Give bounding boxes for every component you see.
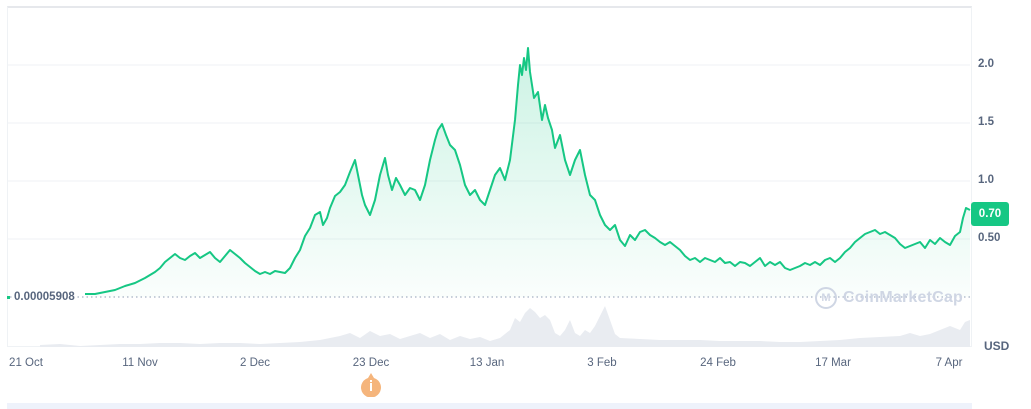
x-tick-21-oct: 21 Oct [9,357,43,369]
event-marker-info-icon[interactable] [360,373,382,397]
x-tick-2-dec: 2 Dec [239,357,271,369]
currency-label: USD [984,339,1010,353]
x-tick-7-apr: 7 Apr [935,357,963,369]
coinmarketcap-watermark: M CoinMarketCap [815,287,963,309]
current-price-badge: 0.70 [971,202,1009,226]
y-tick-0-50: 0.50 [978,232,1001,244]
start-price-label: 0.00005908 [14,291,77,303]
coinmarketcap-logo-icon: M [815,287,837,309]
y-tick-2-0: 2.0 [978,58,994,70]
time-range-navigator[interactable] [7,403,972,409]
watermark-text: CoinMarketCap [843,289,963,306]
price-line [85,47,971,295]
start-price-marker [7,296,10,299]
x-tick-17-mar: 17 Mar [815,357,851,369]
gridlines [8,64,970,240]
x-tick-11-nov: 11 Nov [122,357,158,369]
volume-bars [40,306,970,347]
x-tick-13-jan: 13 Jan [469,357,505,369]
x-tick-24-feb: 24 Feb [700,357,736,369]
x-tick-23-dec: 23 Dec [352,357,390,369]
y-tick-1-5: 1.5 [978,116,994,128]
y-tick-1-0: 1.0 [978,174,994,186]
x-tick-3-feb: 3 Feb [587,357,617,369]
